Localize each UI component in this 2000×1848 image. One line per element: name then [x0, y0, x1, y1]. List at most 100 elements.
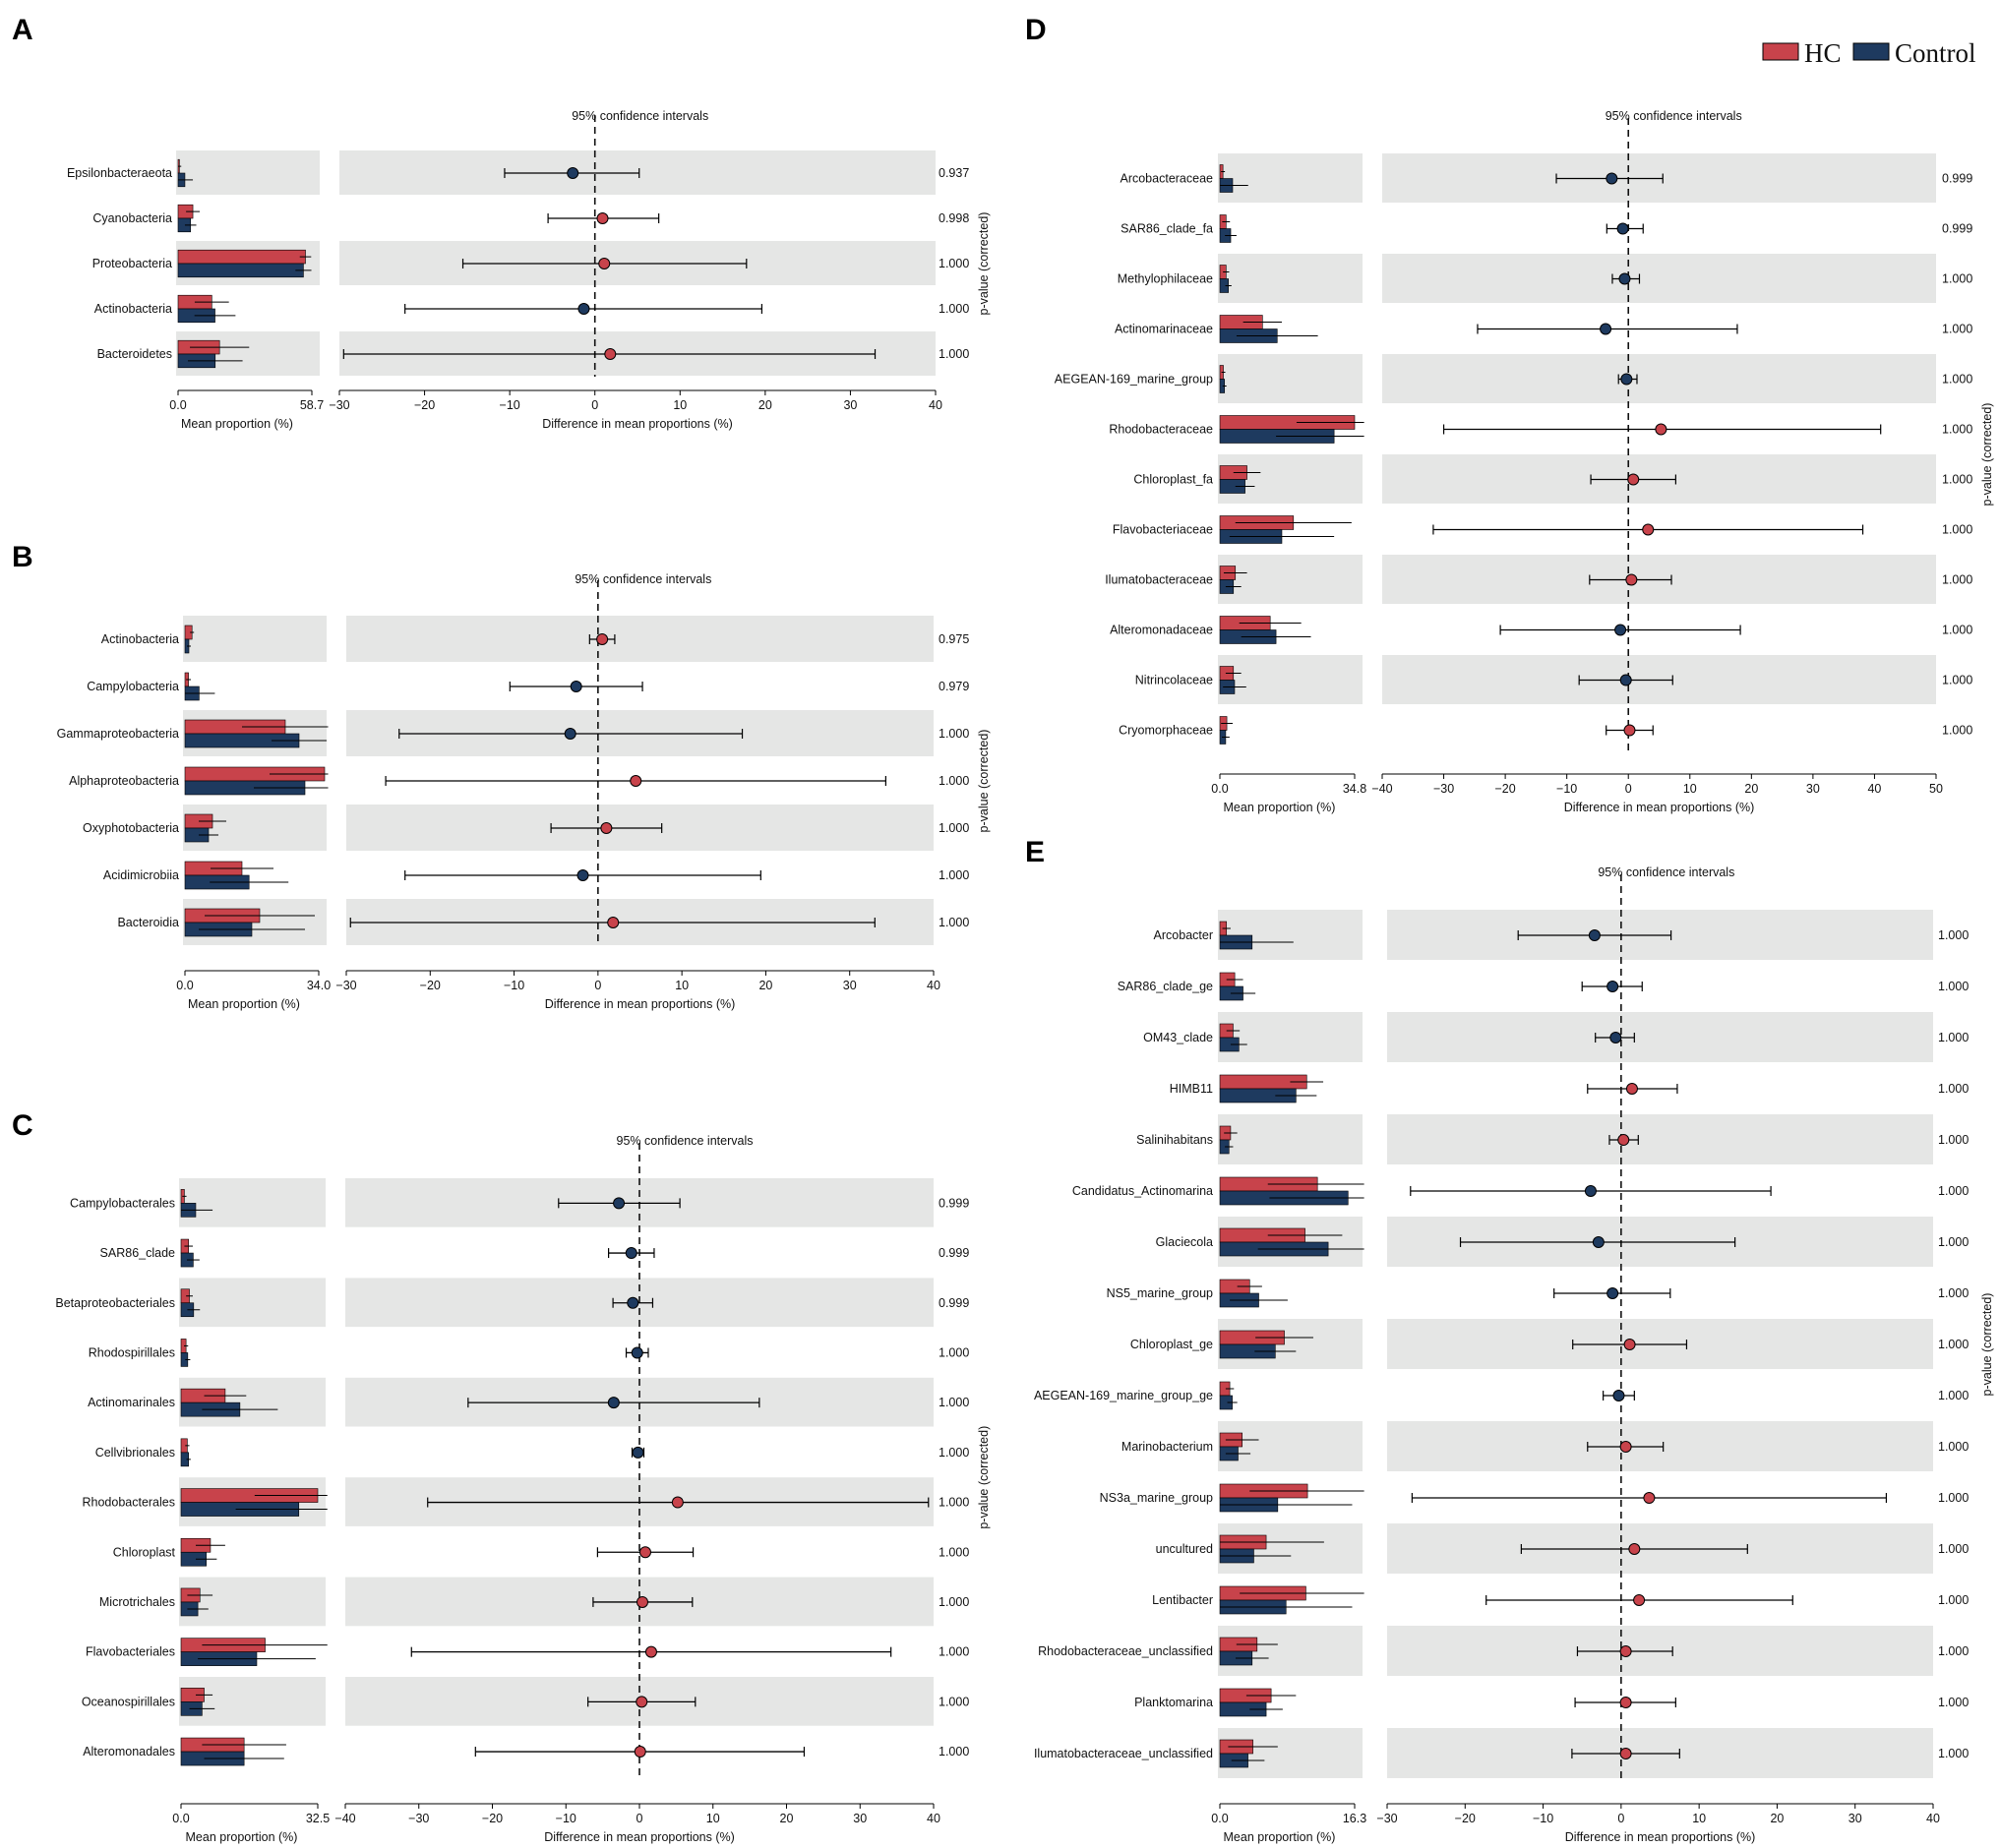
- row-aegean-169-marine-group-ge: AEGEAN-169_marine_group_ge 1.000: [1034, 1381, 1969, 1410]
- bar-axis-tick-label: 0.0: [172, 1812, 189, 1825]
- diff-point: [1633, 1594, 1646, 1606]
- diff-point: [1628, 1543, 1641, 1555]
- row-label: Alteromonadaceae: [1110, 624, 1213, 637]
- p-value: 1.000: [939, 821, 969, 835]
- p-value: 1.000: [1942, 272, 1972, 286]
- bar-axis-title: Mean proportion (%): [186, 1830, 298, 1844]
- diff-point: [1600, 323, 1612, 335]
- p-value-axis-title: p-value (corrected): [1980, 403, 1994, 507]
- row-bacteroidetes: Bacteroidetes 1.000: [97, 339, 969, 369]
- diff-axis-tick-label: −40: [334, 1812, 355, 1825]
- row-himb11: HIMB11 1.000: [1170, 1074, 1969, 1103]
- p-value: 1.000: [1938, 1389, 1969, 1402]
- diff-point: [1606, 981, 1619, 992]
- diff-point: [632, 1446, 644, 1459]
- panel-e: E 95% confidence intervals Arcobacter 1.000…: [1025, 836, 1994, 1844]
- bar-axis-tick-label: 58.7: [300, 398, 324, 412]
- diff-point: [1620, 373, 1633, 386]
- panel-d-letter: D: [1025, 14, 1047, 46]
- diff-point: [613, 1197, 626, 1210]
- row-label: Alphaproteobacteria: [69, 774, 179, 788]
- p-value: 1.000: [1942, 523, 1972, 537]
- diff-point: [630, 775, 642, 787]
- row-label: Oxyphotobacteria: [83, 821, 179, 835]
- bar-axis-tick-label: 0.0: [169, 398, 186, 412]
- diff-point: [1619, 1441, 1632, 1453]
- bar-axis-title: Mean proportion (%): [181, 417, 293, 431]
- diff-point: [1614, 624, 1627, 636]
- row-flavobacteriaceae: Flavobacteriaceae 1.000: [1113, 515, 1972, 544]
- diff-axis-title: Difference in mean proportions (%): [544, 1830, 735, 1844]
- band-diff: [346, 616, 934, 662]
- diff-axis-tick-label: −10: [504, 979, 524, 992]
- row-rhodobacterales: Rhodobacterales 1.000: [82, 1488, 969, 1517]
- band-bar: [1218, 910, 1363, 960]
- diff-point: [1618, 272, 1631, 285]
- legend-control-label: Control: [1895, 38, 1976, 68]
- band-diff: [1387, 1114, 1933, 1164]
- band-bar: [1218, 153, 1363, 203]
- diff-point: [1623, 1339, 1636, 1350]
- row-candidatus-actinomarina: Candidatus_Actinomarina 1.000: [1072, 1176, 1969, 1206]
- diff-axis-title: Difference in mean proportions (%): [542, 417, 733, 431]
- p-value: 1.000: [939, 347, 969, 361]
- legend: HC Control: [1762, 38, 1976, 68]
- p-value: 1.000: [1938, 1286, 1969, 1300]
- diff-point: [1584, 1185, 1597, 1197]
- diff-point: [636, 1595, 648, 1608]
- row-oxyphotobacteria: Oxyphotobacteria 1.000: [83, 813, 969, 843]
- row-ns5-marine-group: NS5_marine_group 1.000: [1107, 1279, 1969, 1308]
- row-label: HIMB11: [1170, 1082, 1213, 1096]
- row-chloroplast-ge: Chloroplast_ge 1.000: [1130, 1330, 1969, 1359]
- row-sar86-clade-ge: SAR86_clade_ge 1.000: [1118, 972, 1969, 1001]
- diff-point: [627, 1296, 639, 1309]
- row-label: Rhodobacteraceae: [1109, 423, 1213, 437]
- bar-axis-tick-label: 0.0: [1211, 782, 1228, 796]
- band-bar: [1218, 655, 1363, 704]
- diff-axis-tick-label: −10: [1533, 1812, 1553, 1825]
- row-label: NS5_marine_group: [1107, 1286, 1213, 1300]
- row-label: Nitrincolaceae: [1135, 674, 1213, 687]
- p-value: 1.000: [1942, 373, 1972, 387]
- diff-axis-tick-label: 0: [1625, 782, 1632, 796]
- panel-c: C 95% confidence intervals Campylobacteral…: [12, 1109, 991, 1844]
- row-betaproteobacteriales: Betaproteobacteriales 0.999: [55, 1288, 969, 1318]
- p-value: 0.937: [939, 166, 969, 180]
- bar-hc: [177, 249, 306, 265]
- diff-axis-tick-label: −20: [482, 1812, 503, 1825]
- row-label: Marinobacterium: [1121, 1440, 1213, 1454]
- p-value: 1.000: [1938, 1696, 1969, 1709]
- p-value: 1.000: [1942, 624, 1972, 637]
- p-value: 1.000: [1938, 1133, 1969, 1147]
- p-value: 1.000: [939, 916, 969, 929]
- diff-axis-tick-label: −30: [329, 398, 349, 412]
- diff-point: [1619, 1748, 1632, 1759]
- p-value: 1.000: [1942, 323, 1972, 336]
- bar-axis-title: Mean proportion (%): [1224, 1830, 1336, 1844]
- ci-title: 95% confidence intervals: [575, 572, 711, 586]
- band-bar: [179, 1577, 326, 1627]
- band-bar: [1218, 254, 1363, 303]
- p-value: 1.000: [1938, 1747, 1969, 1760]
- p-value: 1.000: [1938, 1082, 1969, 1096]
- row-label: Campylobacteria: [87, 680, 179, 693]
- p-value: 0.999: [939, 1196, 969, 1210]
- row-alteromonadales: Alteromonadales 1.000: [83, 1737, 969, 1766]
- p-value: 1.000: [1938, 1593, 1969, 1607]
- diff-point: [638, 1546, 651, 1559]
- p-value: 1.000: [939, 1496, 969, 1510]
- diff-axis-tick-label: 20: [780, 1812, 794, 1825]
- bar-axis-tick-label: 32.5: [306, 1812, 330, 1825]
- row-flavobacteriales: Flavobacteriales 1.000: [86, 1638, 969, 1666]
- band-bar: [1218, 1114, 1363, 1164]
- bar-axis-title: Mean proportion (%): [1224, 801, 1336, 814]
- row-label: Betaproteobacteriales: [55, 1296, 175, 1310]
- p-value: 1.000: [939, 257, 969, 270]
- band-diff: [1387, 1012, 1933, 1062]
- diff-point: [567, 167, 579, 179]
- row-label: Ilumatobacteraceae_unclassified: [1034, 1747, 1213, 1760]
- diff-axis-tick-label: 30: [1806, 782, 1820, 796]
- p-value: 1.000: [939, 1645, 969, 1659]
- row-cryomorphaceae: Cryomorphaceae 1.000: [1119, 716, 1972, 745]
- band-bar: [183, 616, 327, 662]
